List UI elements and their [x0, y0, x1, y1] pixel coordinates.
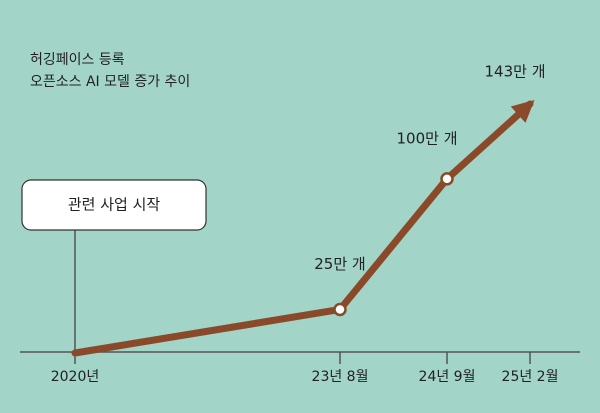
point: [333, 302, 347, 317]
value-label: 143만 개: [485, 63, 546, 81]
value-label: 25만 개: [314, 255, 365, 273]
value-label: 100만 개: [397, 129, 458, 147]
line: [71, 100, 534, 357]
x-tick-label: 24년 9월: [419, 369, 476, 385]
point: [440, 172, 454, 186]
chart-title: 허깅페이스 등록: [30, 52, 125, 68]
x-tick-label: 23년 8월: [312, 369, 369, 385]
annotation-box: [21, 179, 207, 231]
annotation: 관련 사업 시작: [68, 196, 161, 214]
arrow-head: [510, 99, 535, 123]
x-tick-label: 2020년: [51, 369, 100, 385]
x-tick-label: 25년 2월: [502, 369, 559, 385]
chart-subtitle: 오픈소스 AI 모델 증가 추이: [30, 74, 190, 90]
